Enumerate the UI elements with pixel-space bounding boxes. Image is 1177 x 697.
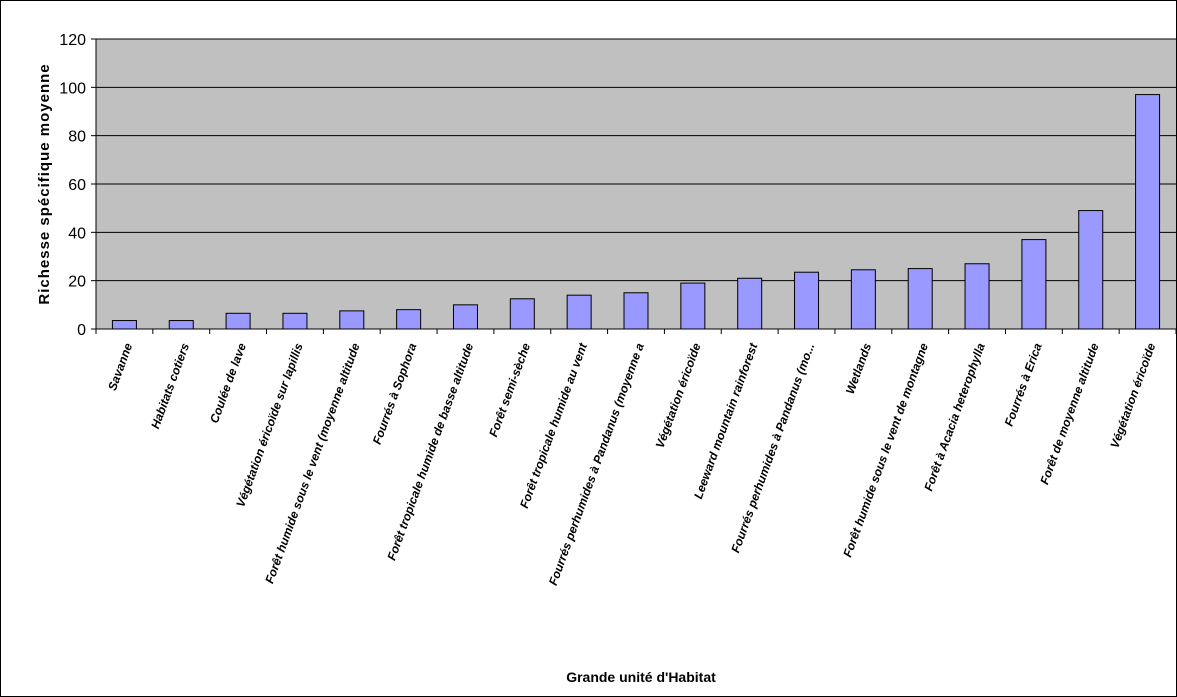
bar	[1021, 239, 1047, 330]
y-tick-label: 0	[77, 322, 86, 339]
y-tick-label: 120	[59, 32, 86, 49]
bar	[452, 304, 478, 330]
y-tick-labels: 0 20 40 60 80 100 120	[59, 32, 86, 339]
bar	[509, 298, 535, 330]
y-tick-label: 60	[68, 177, 86, 194]
bar	[794, 271, 820, 330]
bar	[282, 312, 308, 330]
x-tick-label: Forêt semi-sèche	[486, 341, 533, 439]
y-tick-label: 20	[68, 274, 86, 291]
bar	[225, 312, 251, 330]
x-tick-label: Fourrés perhumides à Pandanus (moyenne a	[546, 341, 647, 587]
x-tick-label: Forêt humide sous le vent (moyenne altit…	[262, 341, 362, 585]
bar	[737, 277, 763, 330]
bar	[396, 309, 422, 330]
x-tick-label: Végétation éricoïde sur lapillis	[233, 341, 306, 509]
y-tick-label: 40	[68, 225, 86, 242]
x-tick-label: Savanne	[105, 341, 135, 392]
x-axis-label: Grande unité d'Habitat	[566, 669, 716, 685]
bar	[111, 320, 137, 330]
x-tick-label: Forêt à Acacia heterophylla	[921, 341, 988, 493]
x-tick-label: Fourrés à Erica	[1002, 341, 1045, 428]
x-tick-label: Leeward mountain rainforest	[691, 340, 761, 500]
bar	[907, 268, 933, 330]
bar	[680, 282, 706, 330]
y-axis-label: Richesse spécifique moyenne	[36, 63, 53, 304]
x-tick-label: Fourrés à Sophora	[370, 341, 420, 446]
x-tick-label: Végétation éricoïde	[1107, 341, 1158, 450]
x-tick-label: Forêt tropicale humide au vent	[517, 340, 590, 510]
x-tick-label: Végétation éricoïde	[653, 341, 704, 450]
bar	[964, 263, 990, 330]
x-tick-label: Wetlands	[843, 341, 874, 396]
x-tick-label: Coulée de lave	[207, 341, 249, 425]
gridlines	[91, 38, 1176, 330]
axes	[95, 39, 1176, 334]
bar	[850, 269, 876, 330]
bar	[339, 310, 365, 330]
bar	[1078, 210, 1104, 330]
x-tick-labels: Savanne Habitats cotiers Coulée de laveVég…	[105, 340, 1158, 587]
y-tick-label: 80	[68, 129, 86, 146]
bar	[1135, 94, 1161, 330]
x-tick-label: Habitats cotiers	[148, 341, 192, 431]
bar	[566, 294, 592, 330]
bar	[168, 320, 194, 330]
x-tick-label: Forêt de moyenne altitude	[1037, 341, 1101, 486]
bar	[623, 292, 649, 330]
y-tick-label: 100	[59, 80, 86, 97]
